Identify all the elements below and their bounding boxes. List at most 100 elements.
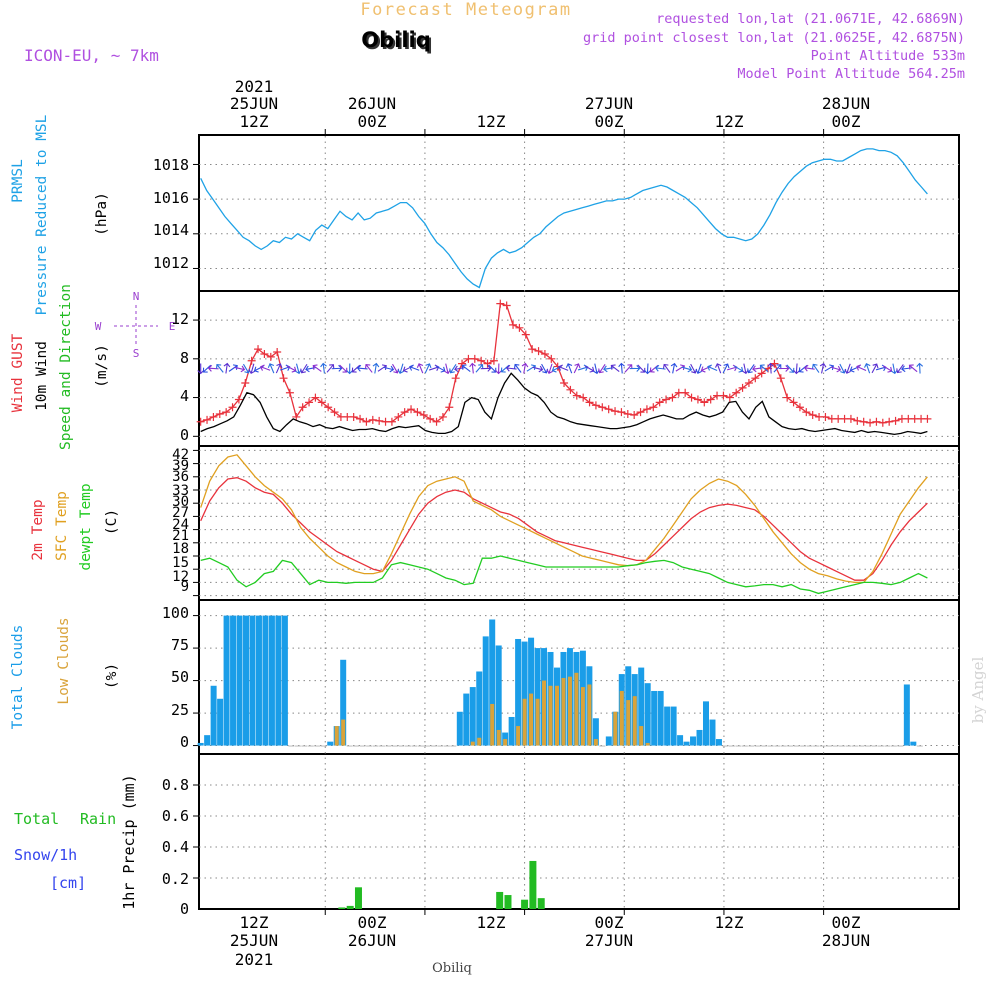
wind-direction-arrow (767, 362, 775, 374)
bottom-time-label: 00Z (358, 913, 387, 932)
wind-direction-arrow-shape (573, 363, 581, 374)
low-cloud-bar (626, 700, 631, 746)
compass-e: E (169, 320, 176, 333)
wind-direction-arrow-shape (695, 363, 702, 374)
wind-gust-point (579, 393, 588, 402)
wind-gust-point (636, 408, 645, 417)
low-cloud-bar (619, 690, 624, 746)
rain-bar (537, 898, 545, 909)
precip-panel (198, 753, 960, 910)
wind-direction-arrow (532, 365, 544, 373)
bottom-time-label: 12Z (477, 913, 506, 932)
wind-direction-arrow-shape (424, 363, 432, 374)
low-cloud-bar (522, 698, 527, 746)
temp-tick: 30 (172, 494, 189, 510)
wind-gust-point (662, 395, 671, 404)
wind-direction-arrow (839, 363, 847, 374)
temp-tick: 39 (172, 458, 189, 474)
wind-direction-arrow-shape (558, 364, 569, 371)
wind-direction-arrow (714, 363, 722, 374)
wind-gust-point (821, 412, 830, 421)
wind-direction-arrow (275, 363, 283, 374)
wind-direction-arrow-shape (908, 364, 918, 373)
wind-gust-point (744, 379, 753, 388)
wind-direction-arrow-shape (773, 364, 782, 373)
wind-direction-arrow (505, 364, 517, 372)
wind-direction-arrow-shape (811, 363, 820, 373)
wind-direction-arrow (480, 365, 492, 372)
precip-tick: 0.2 (162, 870, 189, 888)
wind-direction-arrow-shape (891, 363, 898, 375)
wind-direction-arrow-shape (377, 364, 387, 372)
low-cloud-bar (529, 693, 534, 746)
wind-direction-arrow-shape (475, 364, 484, 373)
wind-gust-point (196, 417, 205, 426)
wind-direction-arrow-shape (759, 364, 769, 373)
total-cloud-bar (696, 729, 703, 746)
top-time-label: 25JUN (230, 94, 278, 113)
wind-gust-point (802, 408, 811, 417)
wind-direction-arrow-shape (722, 363, 730, 374)
wind-direction-arrow-shape (819, 362, 827, 374)
wind-gust-point (247, 356, 256, 365)
bottom-time-label: 00Z (595, 913, 624, 932)
wind-direction-arrow-shape (662, 363, 671, 373)
top-time-label: 00Z (595, 112, 624, 131)
wind-gust-point (572, 391, 581, 400)
wind-direction-arrow-shape (267, 363, 275, 374)
label-snow: Snow/1h (14, 846, 77, 864)
wind-gust-point (783, 393, 792, 402)
wind-gust-point (273, 348, 282, 357)
low-cloud-bar (503, 739, 508, 746)
wind-gust-point (604, 405, 613, 414)
wind-gust-point (483, 359, 492, 368)
total-cloud-bar (657, 690, 664, 746)
wind-direction-arrow (558, 364, 569, 371)
total-cloud-bar (651, 690, 658, 746)
wind-direction-arrow (339, 364, 348, 373)
label-prmsl: PRMSL (10, 159, 26, 203)
wind-direction-arrow (773, 364, 782, 373)
wind-direction-arrow (286, 365, 297, 373)
wind-direction-arrow-shape (896, 364, 904, 374)
top-time-labels: 2021 25JUN 12Z 26JUN 00Z 12Z 27JUN 00Z 1… (230, 77, 870, 131)
grid-point-coordinates: grid point closest lon,lat (21.0625E, 42… (583, 30, 965, 46)
wind-direction-arrow-shape (409, 364, 420, 371)
bottom-time-label: 27JUN (585, 931, 633, 950)
total-cloud-bar (223, 615, 230, 746)
wind-tick: 8 (180, 349, 189, 367)
total-cloud-bar (204, 735, 211, 746)
total-cloud-bar (249, 615, 256, 746)
wind-direction-arrow (759, 364, 769, 373)
total-cloud-bar (664, 706, 671, 746)
wind-direction-arrow (637, 364, 646, 373)
wind-direction-arrow (871, 363, 879, 374)
wind-direction-arrow-shape (320, 362, 327, 374)
temp-tick: 12 (172, 569, 189, 585)
wind-direction-arrow (320, 362, 327, 374)
temp-tick: 15 (172, 555, 189, 571)
wind-direction-arrow-shape (279, 364, 291, 371)
total-cloud-bar (262, 615, 269, 746)
wind-direction-arrow (351, 364, 361, 373)
wind-direction-arrow (521, 362, 529, 374)
rain-bar (346, 905, 354, 909)
wind-gust-point (260, 349, 269, 358)
low-cloud-bar (639, 726, 644, 746)
wind-gust-point (738, 383, 747, 392)
wind-gust-point (885, 417, 894, 426)
wind-direction-arrow (234, 365, 246, 373)
wind-gust-point (330, 408, 339, 417)
wind-gust-point (642, 405, 651, 414)
wind-direction-arrow (565, 363, 573, 374)
wind-gust-point (426, 414, 435, 423)
wind-direction-arrow-shape (793, 363, 800, 375)
point-altitude: Point Altitude 533m (811, 48, 965, 64)
label-temp-unit: (C) (104, 509, 120, 535)
wind-gust-point (419, 411, 428, 419)
wind-direction-arrow-shape (856, 364, 867, 372)
wind-direction-arrow-shape (449, 364, 457, 374)
total-cloud-bar (456, 711, 463, 746)
wind-direction-arrow (435, 365, 446, 373)
low-cloud-bar (535, 698, 540, 746)
